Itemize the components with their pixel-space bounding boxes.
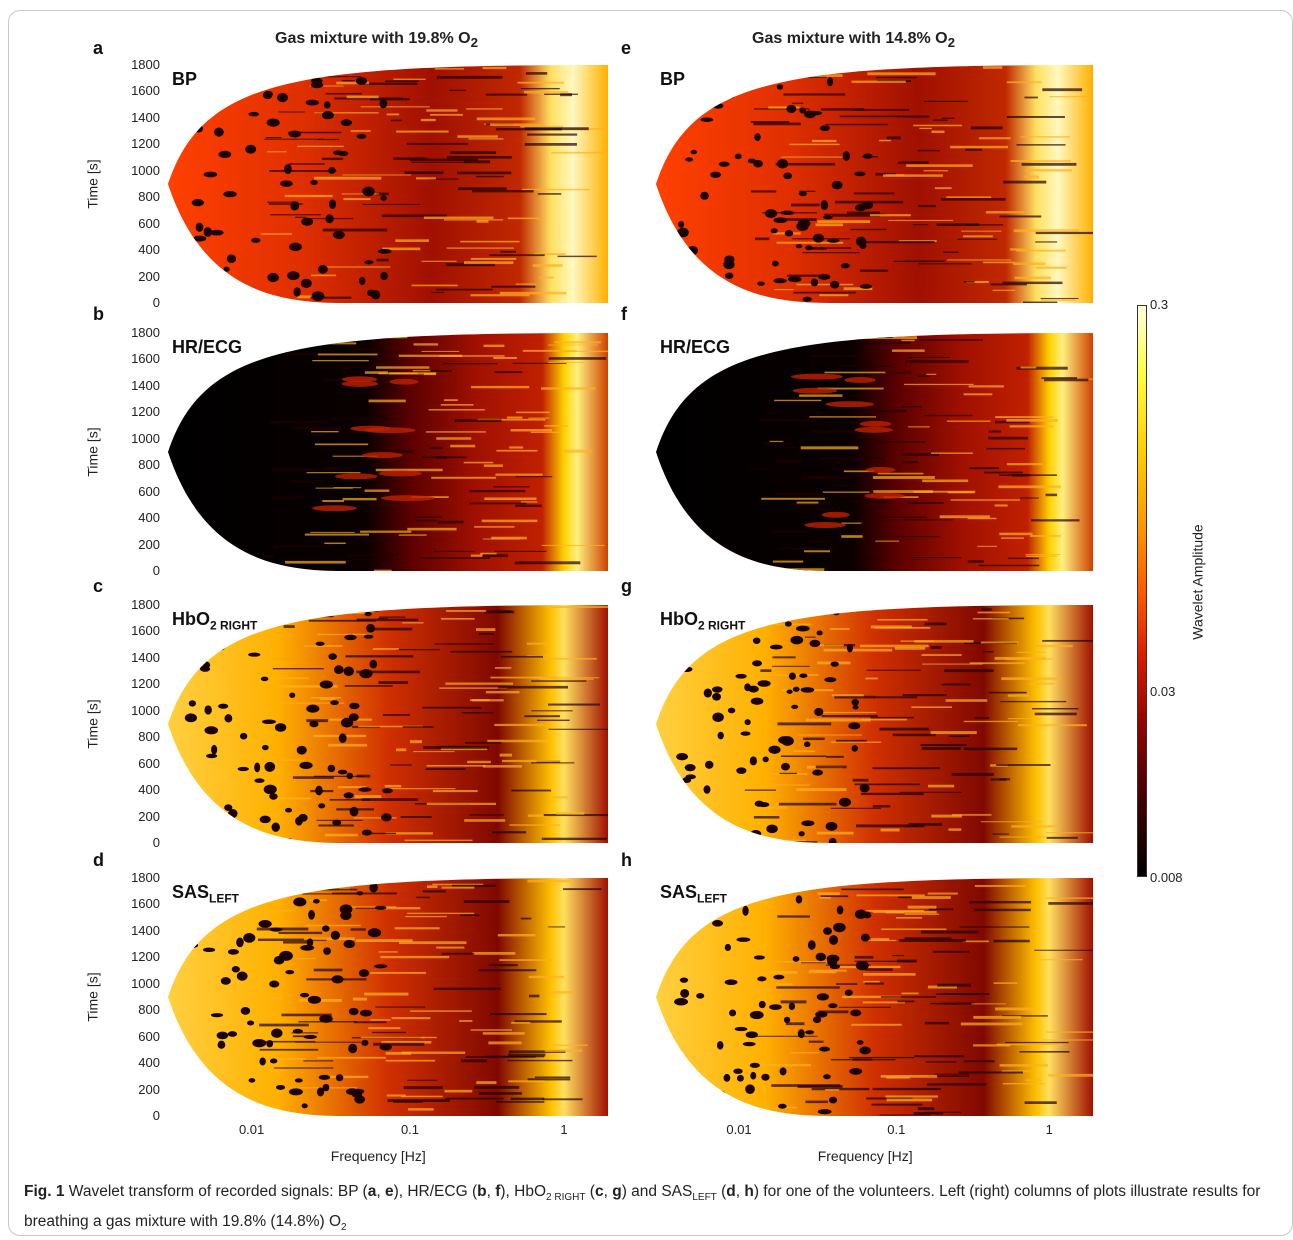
wavelet-heatmap-h: [656, 878, 1093, 1116]
y-tick-label: 400: [138, 782, 160, 798]
x-tick-label: 0.1: [887, 1122, 906, 1137]
panel-letter-d: d: [93, 850, 104, 870]
x-axis-label: Frequency [Hz]: [817, 1148, 913, 1164]
y-tick-label: 1800: [131, 870, 160, 885]
x-axis-label: Frequency [Hz]: [330, 1148, 426, 1164]
y-tick-label: 1000: [131, 702, 160, 718]
y-tick-label: 1200: [131, 949, 160, 965]
wavelet-plot-h: [656, 878, 1093, 1116]
panel-label-b: HR/ECG: [172, 337, 243, 357]
wavelet-heatmap-e: [656, 65, 1093, 303]
x-tick-label: 1: [560, 1122, 568, 1137]
caption-fig-label: Fig. 1: [24, 1183, 65, 1200]
y-tick-label: 1200: [131, 404, 160, 420]
wavelet-plot-b: [168, 333, 608, 571]
y-tick-label: 600: [138, 755, 160, 771]
y-tick-label: 1600: [131, 83, 160, 99]
y-tick-label: 1800: [131, 597, 160, 612]
panel-letter-b: b: [93, 304, 104, 324]
panel-letter-c: c: [93, 576, 104, 596]
panel-label-h: SASLEFT: [660, 882, 728, 906]
y-tick-label: 800: [138, 1002, 160, 1018]
wavelet-plot-c: [168, 605, 608, 843]
wavelet-heatmap-a: [168, 65, 608, 303]
colorbar-label: Wavelet Amplitude: [1189, 524, 1206, 640]
y-tick-label: 1000: [131, 975, 160, 991]
y-tick-label: 1000: [131, 430, 160, 446]
colorbar-tick-mid: 0.03: [1150, 684, 1176, 699]
x-tick-label: 0.01: [726, 1122, 752, 1137]
panel-label-g: HbO2 RIGHT: [660, 609, 746, 633]
panel-label-e: BP: [660, 69, 686, 89]
y-tick-label: 1200: [131, 676, 160, 692]
caption-body: Wavelet transform of recorded signals: B…: [24, 1183, 1261, 1234]
panel-letter-a: a: [93, 38, 104, 58]
panel-label-a: BP: [172, 69, 198, 89]
y-tick-label: 1200: [131, 136, 160, 152]
wavelet-heatmap-f: [656, 333, 1093, 571]
x-tick-label: 0.1: [400, 1122, 420, 1137]
y-tick-label: 1400: [131, 649, 160, 665]
y-tick-label: 1800: [131, 57, 160, 72]
y-tick-label: 800: [138, 729, 160, 745]
panel-letter-h: h: [621, 850, 632, 870]
colorbar-tick-min: 0.008: [1150, 870, 1183, 885]
y-tick-label: 1400: [131, 377, 160, 393]
colorbar-tick-max: 0.3: [1150, 297, 1169, 312]
panel-letter-g: g: [621, 576, 632, 596]
figure-caption: Fig. 1 Wavelet transform of recorded sig…: [24, 1180, 1274, 1240]
colorbar: [1137, 305, 1147, 877]
y-tick-label: 0: [152, 563, 160, 578]
y-tick-label: 800: [138, 457, 160, 473]
y-tick-label: 600: [138, 483, 160, 499]
wavelet-heatmap-g: [656, 605, 1093, 843]
y-tick-label: 0: [152, 1108, 160, 1123]
y-tick-label: 200: [138, 268, 160, 284]
wavelet-heatmap-b: [168, 333, 608, 571]
y-tick-label: 1600: [131, 351, 160, 367]
wavelet-plot-d: [168, 878, 608, 1116]
wavelet-plot-f: [656, 333, 1093, 571]
panel-label-f: HR/ECG: [660, 337, 731, 357]
wavelet-plot-g: [656, 605, 1093, 843]
x-tick-label: 1: [1045, 1122, 1053, 1137]
y-tick-label: 1800: [131, 325, 160, 340]
y-axis-label-d: Time [s]: [84, 972, 101, 1022]
y-tick-label: 600: [138, 215, 160, 231]
panel-letter-e: e: [621, 38, 632, 58]
x-tick-label: 0.01: [238, 1122, 265, 1137]
y-tick-label: 400: [138, 242, 160, 258]
y-tick-label: 200: [138, 1081, 160, 1097]
y-tick-label: 800: [138, 189, 160, 205]
y-tick-label: 400: [138, 1055, 160, 1071]
y-tick-label: 1600: [131, 623, 160, 639]
wavelet-heatmap-c: [168, 605, 608, 843]
y-tick-label: 200: [138, 808, 160, 824]
y-tick-label: 0: [152, 295, 160, 310]
y-tick-label: 1400: [131, 109, 160, 125]
y-tick-label: 200: [138, 536, 160, 552]
wavelet-plot-e: [656, 65, 1093, 303]
panel-label-c: HbO2 RIGHT: [172, 609, 258, 633]
y-tick-label: 1000: [131, 162, 160, 178]
y-tick-label: 600: [138, 1028, 160, 1044]
column-title-left: Gas mixture with 19.8% O2: [275, 30, 479, 51]
y-axis-label-a: Time [s]: [84, 159, 101, 209]
panel-letter-f: f: [621, 304, 627, 324]
y-tick-label: 1600: [131, 896, 160, 912]
y-tick-label: 400: [138, 510, 160, 526]
y-axis-label-b: Time [s]: [84, 427, 101, 477]
column-title-right: Gas mixture with 14.8% O2: [752, 30, 956, 51]
panel-label-d: SASLEFT: [172, 882, 240, 906]
y-tick-label: 0: [152, 835, 160, 850]
wavelet-heatmap-d: [168, 878, 608, 1116]
wavelet-plot-a: [168, 65, 608, 303]
y-tick-label: 1400: [131, 922, 160, 938]
y-axis-label-c: Time [s]: [84, 699, 101, 749]
